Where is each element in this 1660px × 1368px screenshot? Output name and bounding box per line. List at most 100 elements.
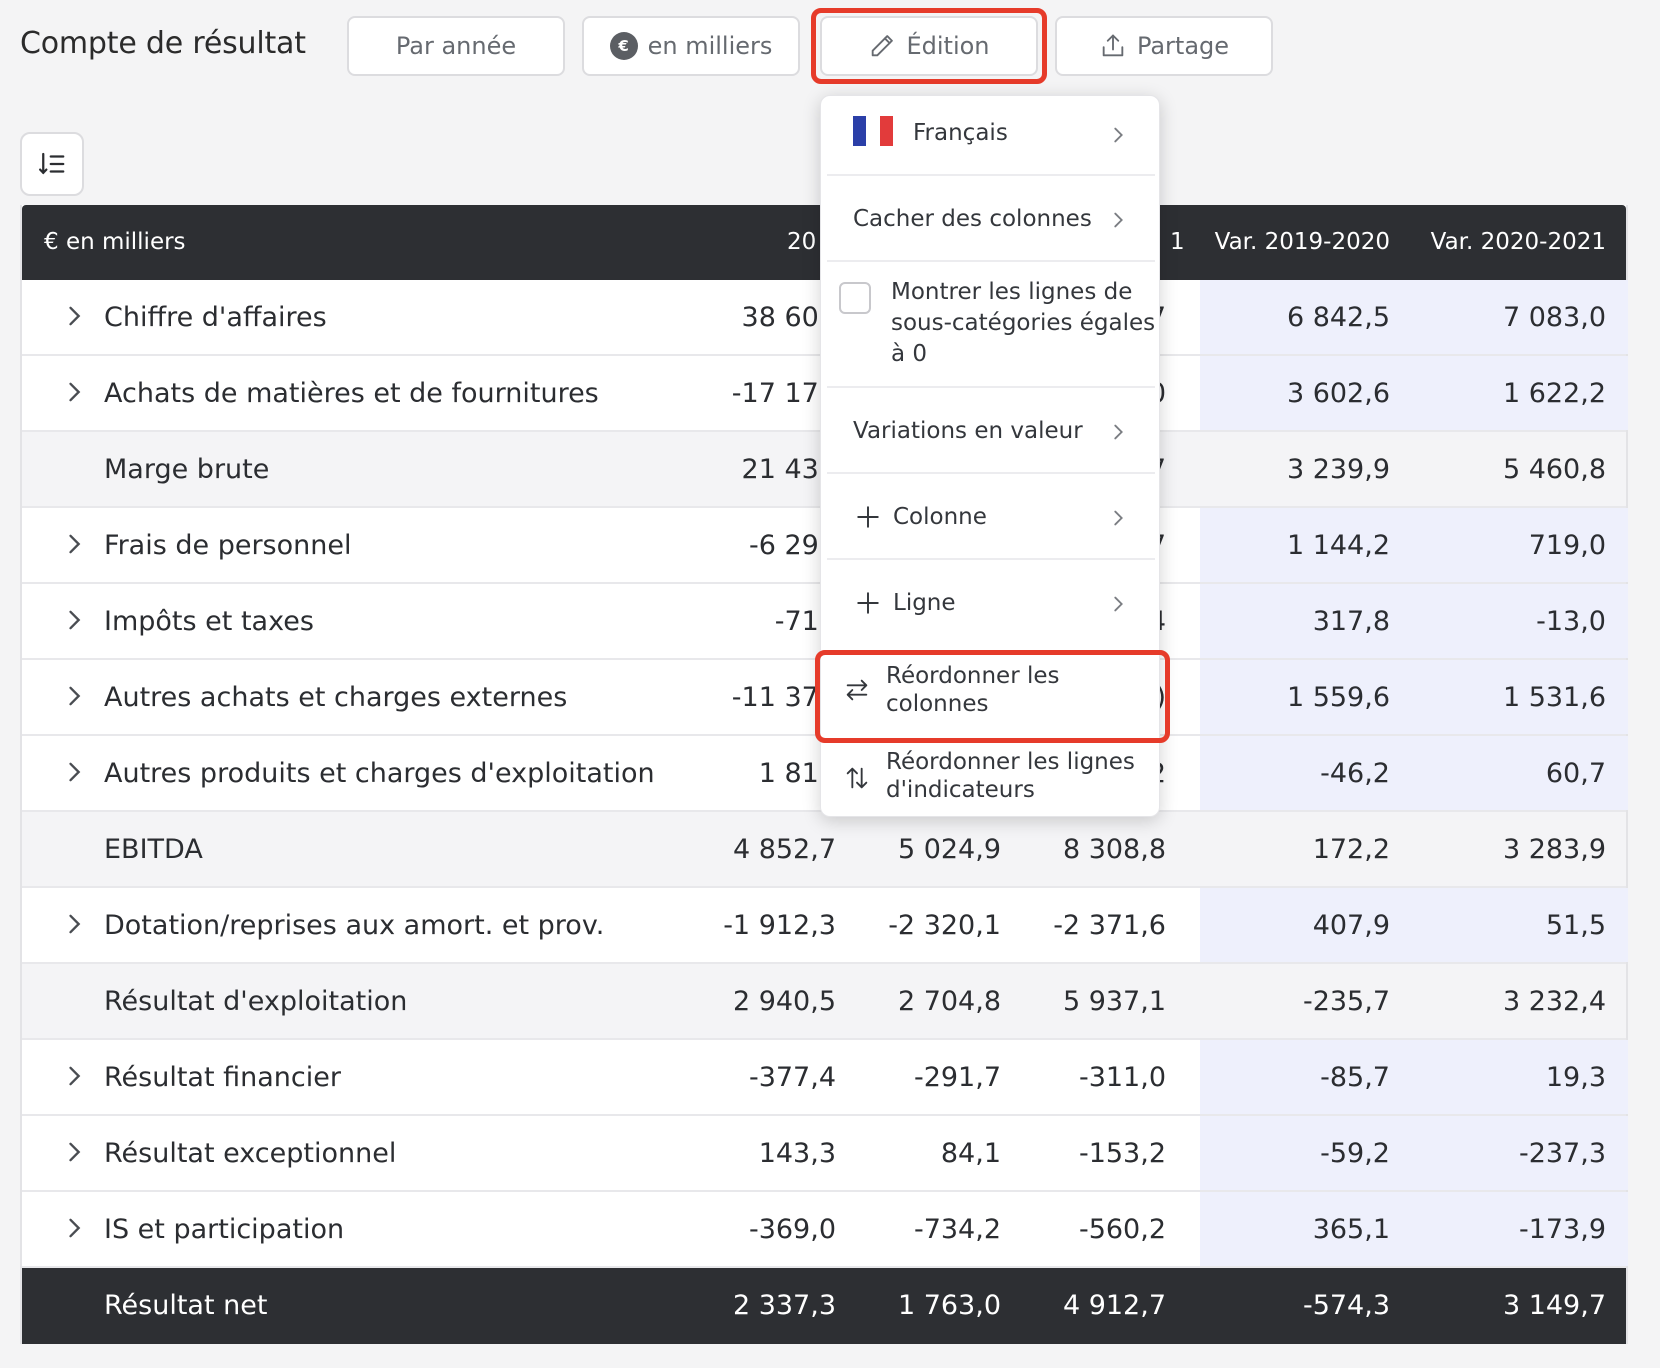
swap-horizontal-icon xyxy=(846,679,868,701)
chevron-right-icon[interactable] xyxy=(60,1138,88,1166)
cell-var-2020-2021: 719,0 xyxy=(1528,530,1606,561)
table-row[interactable]: EBITDA 4 852,7 5 024,9 8 308,8 172,2 3 283,9 xyxy=(22,812,1626,888)
edit-button[interactable]: Édition xyxy=(820,16,1038,76)
cell-year-3: -311,0 xyxy=(1078,1062,1166,1093)
cell-year-2: -2 320,1 xyxy=(888,910,1001,941)
share-button-label: Partage xyxy=(1136,32,1230,60)
menu-item-show-zero-lines[interactable]: Montrer les lignes de sous-catégories ég… xyxy=(821,262,1161,388)
chevron-right-icon[interactable] xyxy=(60,1062,88,1090)
cell-var-2020-2021: -173,9 xyxy=(1518,1214,1606,1245)
row-label: Marge brute xyxy=(104,454,270,485)
cell-year-2: 1 763,0 xyxy=(897,1290,1001,1321)
cell-year-2: 84,1 xyxy=(940,1138,1001,1169)
chevron-right-icon[interactable] xyxy=(60,530,88,558)
chevron-right-icon[interactable] xyxy=(60,302,88,330)
cell-var-2019-2020: -85,7 xyxy=(1320,1062,1390,1093)
share-icon xyxy=(1102,34,1124,57)
menu-item-add-column[interactable]: Colonne xyxy=(821,474,1161,560)
menu-item-variations[interactable]: Variations en valeur xyxy=(821,388,1161,474)
row-label: Autres achats et charges externes xyxy=(104,682,568,713)
chevron-right-icon xyxy=(1114,212,1123,228)
plus-icon xyxy=(857,506,879,528)
france-flag-icon xyxy=(853,116,893,146)
cell-var-2019-2020: 6 842,5 xyxy=(1286,302,1390,333)
cell-var-2020-2021: -237,3 xyxy=(1518,1138,1606,1169)
header-col-year-1[interactable]: 20 xyxy=(787,229,817,255)
table-row[interactable]: Résultat exceptionnel 143,3 84,1 -153,2 -59,… xyxy=(22,1116,1628,1192)
cell-year-1: 2 337,3 xyxy=(732,1290,836,1321)
euro-icon: € xyxy=(609,32,638,60)
table-row[interactable]: Résultat financier -377,4 -291,7 -311,0 -85,… xyxy=(22,1040,1628,1116)
period-button[interactable]: Par année xyxy=(347,16,565,76)
table-row[interactable]: Dotation/reprises aux amort. et prov. -1 … xyxy=(22,888,1628,964)
chevron-right-icon[interactable] xyxy=(60,378,88,406)
chevron-right-icon[interactable] xyxy=(60,758,88,786)
pencil-icon xyxy=(872,35,894,57)
chevron-right-icon[interactable] xyxy=(60,606,88,634)
cell-year-2: 5 024,9 xyxy=(897,834,1001,865)
menu-item-reorder-rows[interactable]: Réordonner les lignes d'indicateurs xyxy=(821,732,1161,818)
row-label: Chiffre d'affaires xyxy=(104,302,327,333)
table-row[interactable]: Résultat net 2 337,3 1 763,0 4 912,7 -574,3 3… xyxy=(22,1268,1626,1344)
cell-var-2019-2020: 407,9 xyxy=(1312,910,1390,941)
menu-item-variations-label: Variations en valeur xyxy=(853,418,1083,444)
cell-year-2: -291,7 xyxy=(913,1062,1001,1093)
sort-button[interactable] xyxy=(20,132,84,196)
header-col-var-2020-2021[interactable]: Var. 2020-2021 xyxy=(1430,229,1606,255)
plus-icon xyxy=(857,592,879,614)
menu-item-language[interactable]: Français xyxy=(821,96,1161,176)
row-label: Dotation/reprises aux amort. et prov. xyxy=(104,910,605,941)
variation-bg xyxy=(1200,888,1628,962)
cell-year-2: -734,2 xyxy=(913,1214,1001,1245)
table-row[interactable]: Résultat d'exploitation 2 940,5 2 704,8 5 9… xyxy=(22,964,1626,1040)
currency-button[interactable]: € en milliers xyxy=(582,16,800,76)
cell-var-2019-2020: 3 239,9 xyxy=(1286,454,1390,485)
menu-item-show-zero-lines-label: Montrer les lignes de sous-catégories ég… xyxy=(891,279,1156,367)
swap-vertical-icon xyxy=(846,767,868,789)
cell-var-2020-2021: 3 149,7 xyxy=(1502,1290,1606,1321)
edit-menu: Français Cacher des colonnes Montrer les… xyxy=(820,95,1160,817)
show-zero-lines-checkbox[interactable] xyxy=(839,282,871,314)
menu-item-reorder-columns[interactable]: Réordonner les colonnes xyxy=(821,646,1161,732)
menu-item-reorder-columns-label: Réordonner les colonnes xyxy=(886,663,1060,717)
cell-year-3: -2 371,6 xyxy=(1053,910,1166,941)
cell-var-2019-2020: 365,1 xyxy=(1312,1214,1390,1245)
row-label: Résultat d'exploitation xyxy=(104,986,408,1017)
table-row[interactable]: IS et participation -369,0 -734,2 -560,2 365… xyxy=(22,1192,1628,1268)
row-label: Impôts et taxes xyxy=(104,606,314,637)
cell-var-2020-2021: 19,3 xyxy=(1545,1062,1606,1093)
variation-bg xyxy=(1200,1040,1628,1114)
chevron-right-icon[interactable] xyxy=(60,910,88,938)
row-label: EBITDA xyxy=(104,834,203,865)
chevron-right-icon xyxy=(1114,127,1123,143)
variation-bg xyxy=(1200,1116,1628,1190)
cell-year-3: 5 937,1 xyxy=(1062,986,1166,1017)
row-label: Résultat financier xyxy=(104,1062,341,1093)
chevron-right-icon[interactable] xyxy=(60,1214,88,1242)
menu-item-hide-columns-label: Cacher des colonnes xyxy=(853,206,1092,232)
header-col-var-2019-2020[interactable]: Var. 2019-2020 xyxy=(1214,229,1390,255)
menu-item-hide-columns[interactable]: Cacher des colonnes xyxy=(821,176,1161,262)
cell-var-2019-2020: 1 559,6 xyxy=(1286,682,1390,713)
menu-item-reorder-rows-label: Réordonner les lignes d'indicateurs xyxy=(886,749,1135,803)
share-button[interactable]: Partage xyxy=(1055,16,1273,76)
header-col-year-3[interactable]: 1 xyxy=(1170,229,1185,255)
variation-bg xyxy=(1200,1192,1628,1266)
cell-year-3: -560,2 xyxy=(1078,1214,1166,1245)
chevron-right-icon[interactable] xyxy=(60,682,88,710)
cell-year-1: -369,0 xyxy=(748,1214,836,1245)
cell-year-1: -17 172 xyxy=(731,378,836,409)
chevron-right-icon xyxy=(1114,596,1123,612)
cell-year-3: 4 912,7 xyxy=(1062,1290,1166,1321)
menu-item-add-row[interactable]: Ligne xyxy=(821,560,1161,646)
currency-button-label: en milliers xyxy=(647,32,773,60)
cell-year-3: ) xyxy=(1155,682,1166,713)
row-label: Résultat exceptionnel xyxy=(104,1138,397,1169)
cell-var-2020-2021: 1 531,6 xyxy=(1502,682,1606,713)
cell-var-2020-2021: 60,7 xyxy=(1545,758,1606,789)
cell-var-2019-2020: 3 602,6 xyxy=(1286,378,1390,409)
table-row[interactable]: Impôts et taxes-7174317,8-13,0 xyxy=(22,584,1628,660)
header-unit-label: € en milliers xyxy=(44,229,186,255)
row-label: IS et participation xyxy=(104,1214,345,1245)
